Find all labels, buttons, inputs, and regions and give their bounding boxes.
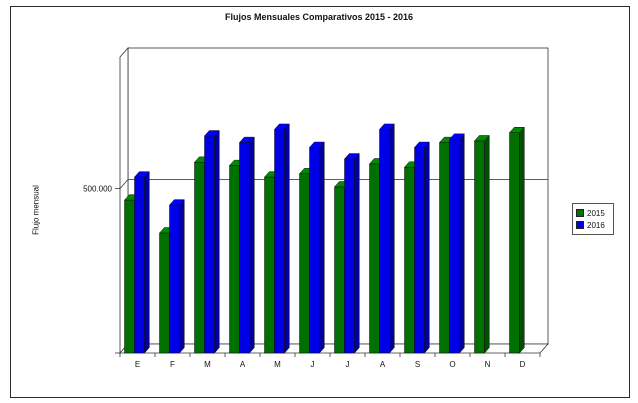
bar-top-2016-J xyxy=(308,141,325,148)
bar-top-2015-D xyxy=(508,126,525,133)
x-tick-label: M xyxy=(204,360,211,369)
x-tick-label: S xyxy=(415,360,420,369)
bar-2016-J xyxy=(309,147,320,354)
x-tick-label: J xyxy=(346,360,350,369)
bar-side-2016-A xyxy=(389,123,395,354)
legend-swatch-2016 xyxy=(576,221,584,229)
x-tick-label: A xyxy=(380,360,386,369)
bar-side-2016-A xyxy=(249,136,255,354)
bar-top-2016-M xyxy=(273,123,290,130)
bar-side-2016-M xyxy=(284,123,290,354)
bar-top-2016-A xyxy=(238,136,255,143)
x-tick-label: M xyxy=(274,360,281,369)
legend: 2015 2016 xyxy=(572,203,614,235)
legend-label-2015: 2015 xyxy=(587,208,605,218)
bar-side-2016-J xyxy=(354,152,360,354)
bar-2015-S xyxy=(404,166,415,354)
bar-2016-A xyxy=(379,129,390,354)
x-tick-label: F xyxy=(170,360,175,369)
bar-top-2016-O xyxy=(448,133,465,140)
bar-2016-M xyxy=(204,135,215,354)
bar-side-2016-J xyxy=(319,141,325,354)
bar-top-2016-S xyxy=(413,141,430,148)
legend-label-2016: 2016 xyxy=(587,220,605,230)
x-tick-label: D xyxy=(520,360,526,369)
legend-swatch-2015 xyxy=(576,209,584,217)
bar-2015-E xyxy=(124,199,135,354)
bar-2015-N xyxy=(474,140,485,354)
bar-2015-D xyxy=(509,132,520,354)
bar-side-2016-F xyxy=(179,198,185,354)
x-tick-label: E xyxy=(135,360,140,369)
bar-top-2016-M xyxy=(203,130,220,137)
bar-2015-A xyxy=(229,165,240,354)
y-gridline-side xyxy=(119,179,129,189)
legend-item-2016: 2016 xyxy=(576,219,610,231)
bar-top-2015-N xyxy=(473,135,490,142)
bar-top-2016-A xyxy=(378,123,395,130)
bar-2015-O xyxy=(439,142,450,354)
bar-2015-J xyxy=(334,186,345,354)
bar-2015-M xyxy=(194,161,205,354)
bar-top-2016-F xyxy=(168,199,185,206)
bar-2016-A xyxy=(239,142,250,354)
bar-side-2015-D xyxy=(519,126,525,354)
bar-side-2015-N xyxy=(484,134,490,354)
bar-2016-F xyxy=(169,204,180,354)
bar-2016-E xyxy=(134,176,145,354)
legend-item-2015: 2015 xyxy=(576,207,610,219)
bar-side-2016-S xyxy=(424,141,430,354)
bar-2015-F xyxy=(159,232,170,354)
x-tick-label: O xyxy=(449,360,455,369)
y-tick-label: 500.000 xyxy=(83,185,112,194)
bar-2015-A xyxy=(369,163,380,354)
bar-side-2016-M xyxy=(214,129,220,354)
bar-side-2016-O xyxy=(459,133,465,354)
bar-2016-M xyxy=(274,129,285,354)
bar-top-2016-J xyxy=(343,153,360,160)
x-tick-label: N xyxy=(485,360,491,369)
bar-side-2016-E xyxy=(144,170,150,354)
bar-top-2016-E xyxy=(133,171,150,178)
x-tick-label: A xyxy=(240,360,246,369)
bar-2015-M xyxy=(264,176,275,354)
x-tick-label: J xyxy=(311,360,315,369)
chart-title: Flujos Mensuales Comparativos 2015 - 201… xyxy=(224,12,414,22)
bar-2015-J xyxy=(299,173,310,354)
bar-2016-O xyxy=(449,138,460,354)
bar-2016-J xyxy=(344,158,355,354)
bar-2016-S xyxy=(414,147,425,354)
